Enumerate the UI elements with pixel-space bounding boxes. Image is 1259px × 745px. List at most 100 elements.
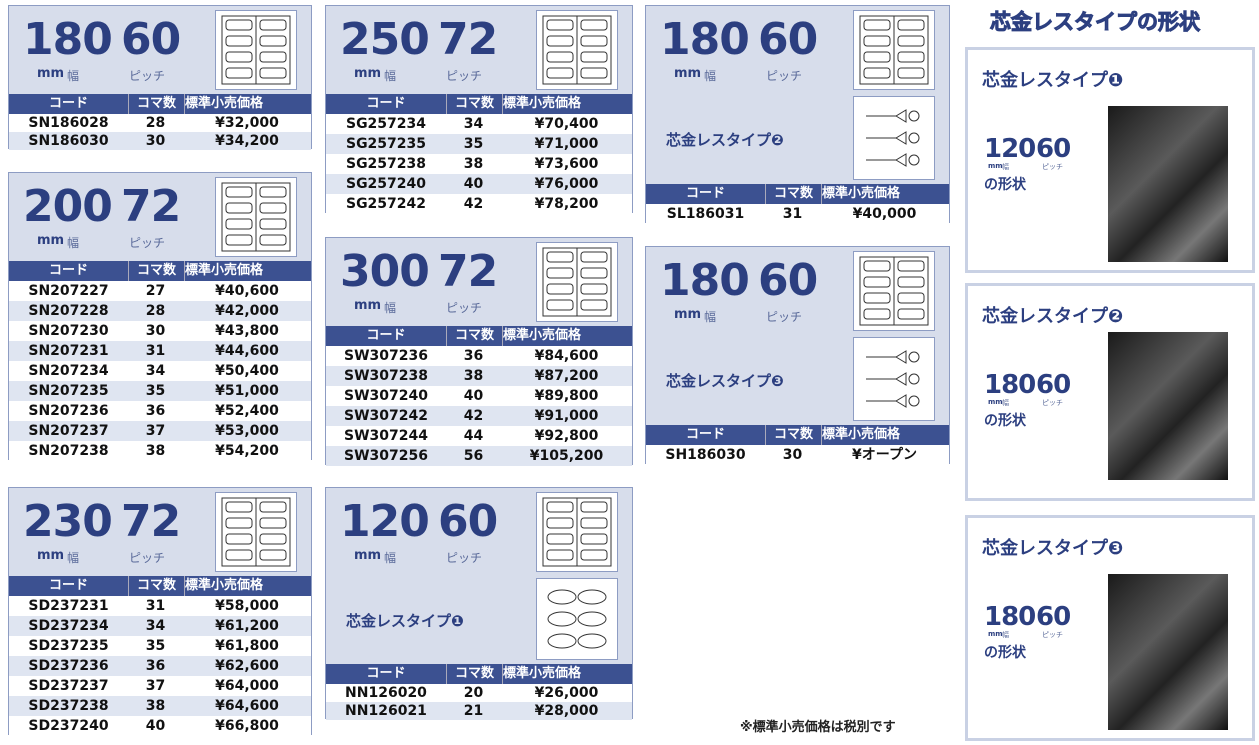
width-value: 180 [984,370,1036,400]
table-row: SN207237 37 ¥53,000 [9,421,311,441]
header-cell: 標準小売価格 [184,576,263,596]
pattern-thumbnail [853,337,935,421]
cell: ¥40,000 [852,206,917,222]
cell: SG257238 [345,156,427,172]
pattern-drawing [547,589,607,649]
product-block: 300 72 mm 幅 ピッチ コード コマ数 標準小売価格 SW307236 36 ¥84,600… [325,237,633,466]
pattern-thumbnail [853,251,935,331]
product-block: 230 72 mm 幅 ピッチ コード コマ数 標準小売価格 SD237231 31 ¥58,000… [8,487,312,736]
width-unit: mm [37,548,65,563]
cell: SW307242 [344,408,428,424]
pitch-value: 72 [121,181,181,232]
cell: 42 [463,196,484,212]
width-label: 幅 [704,310,717,324]
cell: ¥58,000 [215,598,279,614]
pattern-thumbnail [215,492,297,572]
cell: ¥73,600 [534,156,599,172]
cell: ¥61,200 [215,618,279,634]
table-row: NN126020 20 ¥26,000 [326,684,632,702]
type-label: 芯金レスタイプ❷ [666,131,784,149]
header-cell: コード [366,328,406,343]
header-cell: コマ数 [765,425,821,445]
cell: SD237238 [28,698,109,714]
pattern-thumbnail [536,242,618,322]
table-row: SG257242 42 ¥78,200 [326,194,632,214]
note: ※標準小売価格は税別です [740,720,896,735]
cell: ¥105,200 [529,448,604,464]
cell: 30 [145,133,166,149]
product-block: 200 72 mm 幅 ピッチ コード コマ数 標準小売価格 SN207227 27 ¥40,600… [8,172,312,461]
cell: SD237231 [28,598,109,614]
cell: ¥84,600 [534,348,599,364]
width-label: 幅 [384,301,397,315]
pitch-value: 60 [438,496,498,547]
cell: ¥28,000 [534,703,599,719]
pitch-value: 60 [1036,134,1071,164]
header-cell: コード [366,96,406,111]
header-cell: コマ数 [128,261,184,281]
cell: 31 [782,206,803,222]
pattern-thumbnail [853,96,935,180]
cell: 36 [145,658,166,674]
cell: SW307244 [344,428,428,444]
pattern-drawing [859,256,929,326]
cell: SN207230 [28,323,109,339]
width-value: 120 [340,496,430,547]
width-unit: mm [37,233,65,248]
panel-label: 芯金レスタイプ❸ [982,538,1124,559]
cell: SN207238 [28,443,109,459]
cell: SN207231 [28,343,109,359]
pattern-drawing [859,15,929,85]
width-label: 幅 [67,69,80,83]
cell: ¥54,200 [215,443,279,459]
pattern-thumbnail [536,10,618,90]
cell: 40 [145,718,166,734]
cell: SN207228 [28,303,109,319]
cell: SN207236 [28,403,109,419]
cell: SH186030 [665,447,746,463]
width-label: 幅 [67,551,80,565]
pitch-label: ピッチ [129,69,166,83]
cell: 40 [463,176,484,192]
cell: ¥43,800 [215,323,279,339]
table-row: SG257234 34 ¥70,400 [326,114,632,134]
cell: 38 [145,443,166,459]
pitch-label: ピッチ [446,69,483,83]
width-value: 230 [23,496,113,547]
header-cell: 標準小売価格 [821,425,900,445]
table-row: SN207234 34 ¥50,400 [9,361,311,381]
cell: ¥26,000 [534,685,599,701]
width-value: 300 [340,246,430,297]
width-label: 幅 [67,236,80,250]
header-cell: コマ数 [446,326,502,346]
pitch-label: ピッチ [129,551,166,565]
table-row: SW307240 40 ¥89,800 [326,386,632,406]
table-row: SN207230 30 ¥43,800 [9,321,311,341]
width-unit: mm [988,630,1003,638]
table-row: SG257238 38 ¥73,600 [326,154,632,174]
pattern-drawing [542,247,612,317]
cell: SW307238 [344,368,428,384]
product-block: 120 60 mm 幅 ピッチ 芯金レスタイプ❶ コード コマ数 標準小売価格 NN126020 2… [325,487,633,720]
cell: SG257234 [345,116,427,132]
cell: 28 [145,303,166,319]
cell: SL186031 [666,206,745,222]
pitch-label: ピッチ [446,301,483,315]
table-row: SD237234 34 ¥61,200 [9,616,311,636]
type-label: 芯金レスタイプ❶ [346,612,464,630]
cell: 35 [463,136,484,152]
header-cell: コード [48,96,88,111]
pitch-label: ピッチ [766,69,803,83]
cell: ¥92,800 [534,428,599,444]
width-unit: mm [354,548,382,563]
table-row: SN207236 36 ¥52,400 [9,401,311,421]
pitch-value: 72 [438,14,498,65]
pattern-drawing [866,109,920,167]
cell: 34 [463,116,484,132]
cell: 36 [463,348,484,364]
table-row: SW307236 36 ¥84,600 [326,346,632,366]
cell: SW307256 [344,448,428,464]
pattern-thumbnail [536,492,618,572]
cell: SD237237 [28,678,109,694]
panel-label: 芯金レスタイプ❷ [982,306,1124,327]
